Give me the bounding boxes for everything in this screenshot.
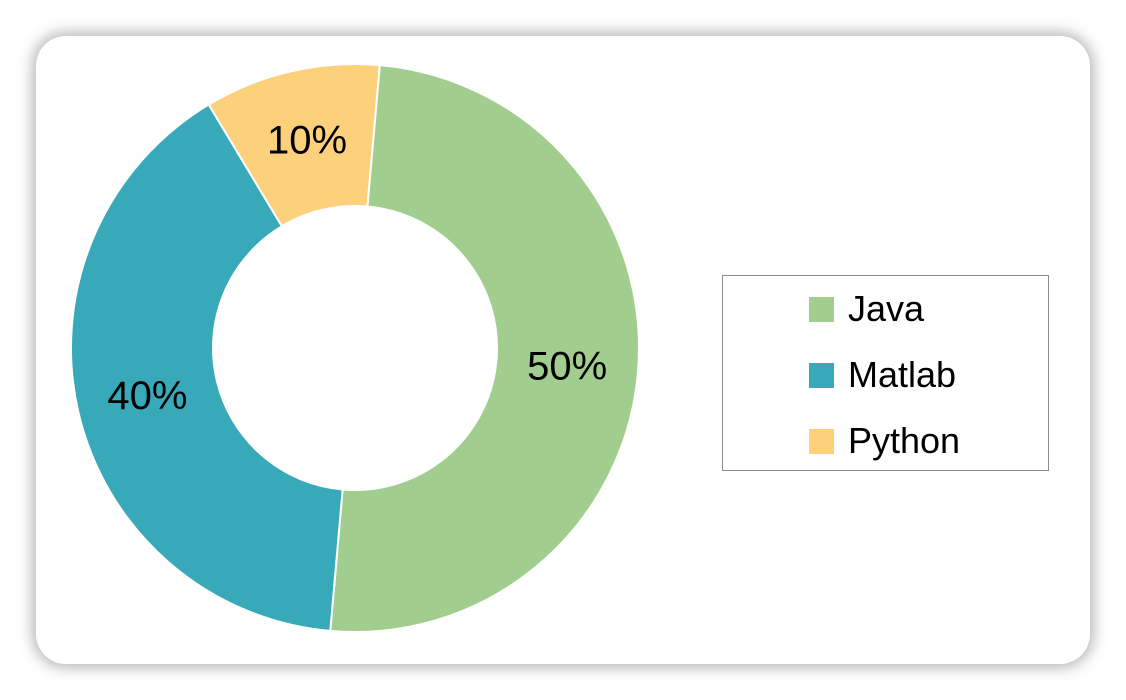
data-label-java: 50%	[527, 345, 607, 389]
legend-label-python: Python	[848, 420, 961, 461]
slice-matlab	[70, 103, 344, 633]
data-label-python: 10%	[267, 118, 347, 162]
legend-swatch-python	[809, 428, 834, 454]
chart-legend: Java Matlab Python	[722, 275, 1049, 471]
data-label-matlab: 40%	[107, 374, 187, 418]
legend-item-java: Java	[809, 288, 925, 329]
slice-python	[207, 63, 381, 228]
legend-label-matlab: Matlab	[848, 354, 957, 395]
legend-label-java: Java	[848, 288, 925, 329]
legend-swatch-matlab	[809, 362, 834, 388]
slice-java	[329, 63, 640, 633]
legend-swatch-java	[809, 296, 834, 322]
legend-item-matlab: Matlab	[809, 354, 957, 395]
legend-item-python: Python	[809, 420, 961, 461]
